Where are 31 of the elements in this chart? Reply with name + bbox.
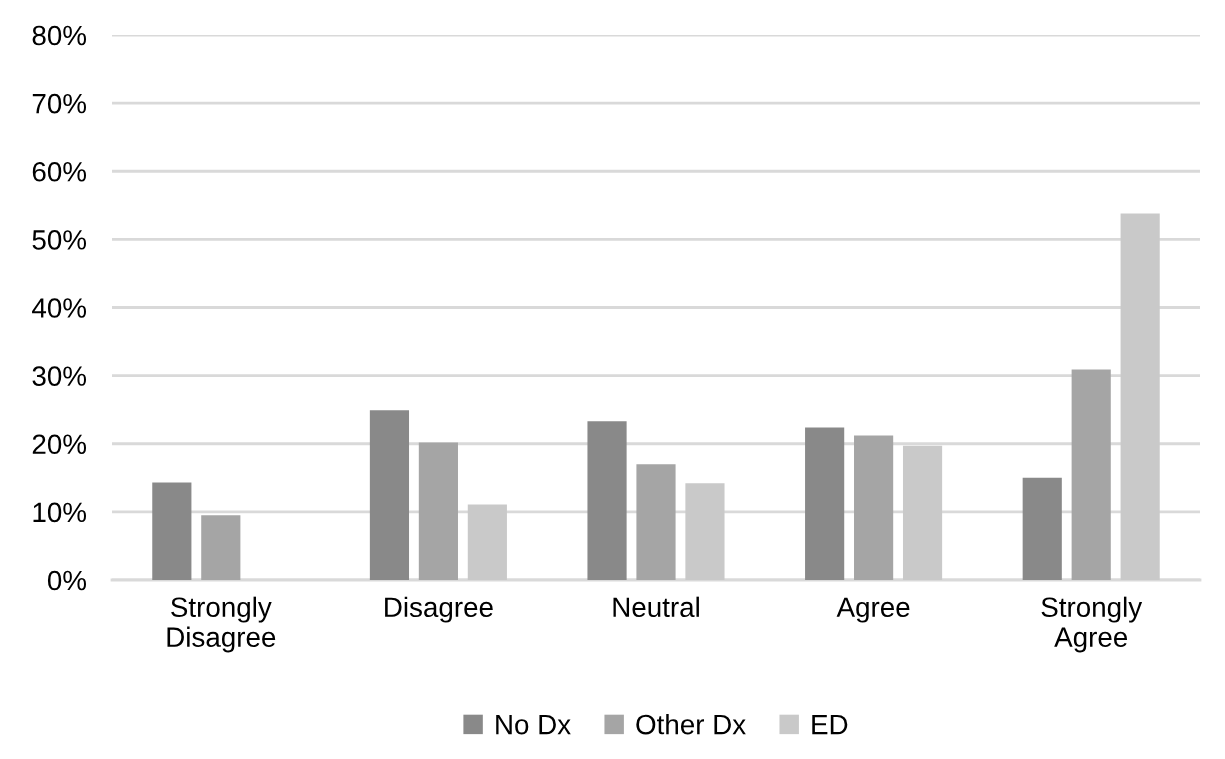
y-tick-label: 10% [33,502,87,523]
x-tick-label: Neutral [613,596,699,618]
legend-label: Other Dx [636,714,746,735]
y-tick-label: 80% [32,25,87,46]
y-tick-label: 30% [32,366,87,386]
bar [467,504,507,580]
y-tick-label: 0% [47,570,87,591]
x-tick-label: Strongly Disagree [167,596,276,653]
bar [805,427,845,580]
bar [587,421,627,580]
bar [854,435,894,580]
bar [369,410,410,580]
bar [418,442,458,580]
y-tick-label: 70% [32,93,87,114]
y-tick-label: 50% [32,230,87,250]
x-tick-label: Agree [836,597,910,623]
y-tick-label: 20% [32,434,87,455]
legend-label: ED [812,715,848,735]
bar [902,445,943,580]
bar [685,483,725,580]
bar [636,464,676,580]
x-tick-label: Strongly Agree [1041,596,1143,653]
x-tick-label: Disagree [385,596,493,623]
bar [1120,213,1160,580]
y-tick-label: 60% [32,161,87,182]
legend-label: No Dx [496,715,571,735]
bar [152,482,192,580]
bar [1022,477,1062,580]
y-tick-label: 40% [32,298,87,318]
bar [1071,369,1111,580]
bar [201,515,241,580]
